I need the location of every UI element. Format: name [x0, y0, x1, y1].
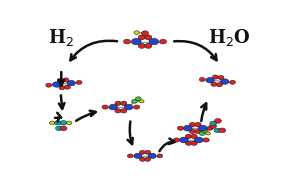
FancyArrowPatch shape [201, 103, 206, 121]
FancyArrowPatch shape [174, 41, 216, 60]
Circle shape [138, 35, 145, 40]
Circle shape [145, 150, 151, 154]
Circle shape [125, 104, 133, 110]
Circle shape [207, 126, 213, 130]
FancyArrowPatch shape [128, 122, 133, 144]
Circle shape [60, 121, 67, 125]
Circle shape [65, 85, 70, 89]
Circle shape [149, 38, 159, 45]
Circle shape [102, 105, 108, 109]
Circle shape [138, 44, 145, 48]
Circle shape [185, 141, 192, 145]
Circle shape [194, 137, 203, 143]
Circle shape [134, 105, 140, 109]
Circle shape [183, 125, 192, 131]
Circle shape [148, 153, 156, 158]
Circle shape [218, 75, 224, 79]
Circle shape [63, 78, 69, 82]
Circle shape [124, 39, 130, 44]
Circle shape [199, 132, 205, 135]
Circle shape [145, 35, 152, 40]
Circle shape [214, 128, 221, 132]
Circle shape [140, 100, 144, 103]
Circle shape [177, 126, 184, 130]
FancyArrowPatch shape [59, 72, 64, 85]
Circle shape [199, 77, 205, 81]
Circle shape [160, 39, 166, 44]
Circle shape [115, 109, 121, 113]
FancyArrowPatch shape [55, 113, 61, 122]
FancyArrowPatch shape [76, 111, 96, 121]
Circle shape [202, 129, 208, 133]
Circle shape [191, 134, 197, 138]
Circle shape [50, 121, 55, 125]
Circle shape [216, 83, 222, 87]
Circle shape [211, 82, 217, 86]
Circle shape [52, 82, 61, 87]
Text: H$_2$: H$_2$ [48, 27, 74, 48]
FancyArrowPatch shape [59, 95, 65, 109]
Circle shape [145, 157, 151, 161]
Circle shape [109, 104, 117, 110]
Circle shape [121, 101, 127, 105]
FancyArrowPatch shape [70, 41, 117, 60]
Circle shape [67, 121, 72, 125]
Circle shape [203, 138, 209, 142]
Circle shape [134, 153, 142, 158]
Circle shape [189, 122, 196, 127]
Circle shape [55, 126, 62, 131]
Circle shape [209, 124, 216, 128]
Circle shape [230, 80, 235, 84]
Circle shape [191, 141, 197, 145]
Circle shape [54, 121, 61, 125]
Circle shape [140, 150, 145, 154]
Circle shape [173, 138, 180, 142]
Circle shape [121, 109, 127, 113]
Circle shape [214, 119, 221, 123]
Circle shape [59, 86, 65, 90]
Circle shape [67, 80, 75, 86]
Circle shape [195, 122, 201, 127]
Circle shape [134, 31, 139, 34]
Circle shape [157, 154, 163, 158]
Circle shape [140, 157, 145, 161]
Circle shape [210, 121, 216, 125]
Circle shape [57, 78, 63, 82]
Circle shape [206, 77, 214, 83]
Circle shape [213, 75, 218, 79]
Circle shape [179, 137, 188, 143]
Circle shape [198, 125, 207, 131]
Circle shape [127, 154, 133, 158]
Circle shape [60, 126, 67, 131]
Circle shape [219, 128, 226, 133]
Circle shape [115, 101, 121, 105]
Circle shape [195, 129, 201, 134]
Circle shape [189, 129, 196, 134]
Circle shape [76, 80, 82, 84]
Text: H$_2$O: H$_2$O [208, 27, 251, 48]
Circle shape [46, 83, 52, 87]
Circle shape [206, 132, 211, 135]
Circle shape [135, 97, 141, 101]
Circle shape [142, 31, 149, 36]
Circle shape [185, 134, 192, 138]
Circle shape [131, 38, 141, 45]
Circle shape [221, 79, 229, 84]
FancyArrowPatch shape [160, 139, 175, 151]
Circle shape [132, 99, 137, 103]
Circle shape [145, 44, 152, 48]
